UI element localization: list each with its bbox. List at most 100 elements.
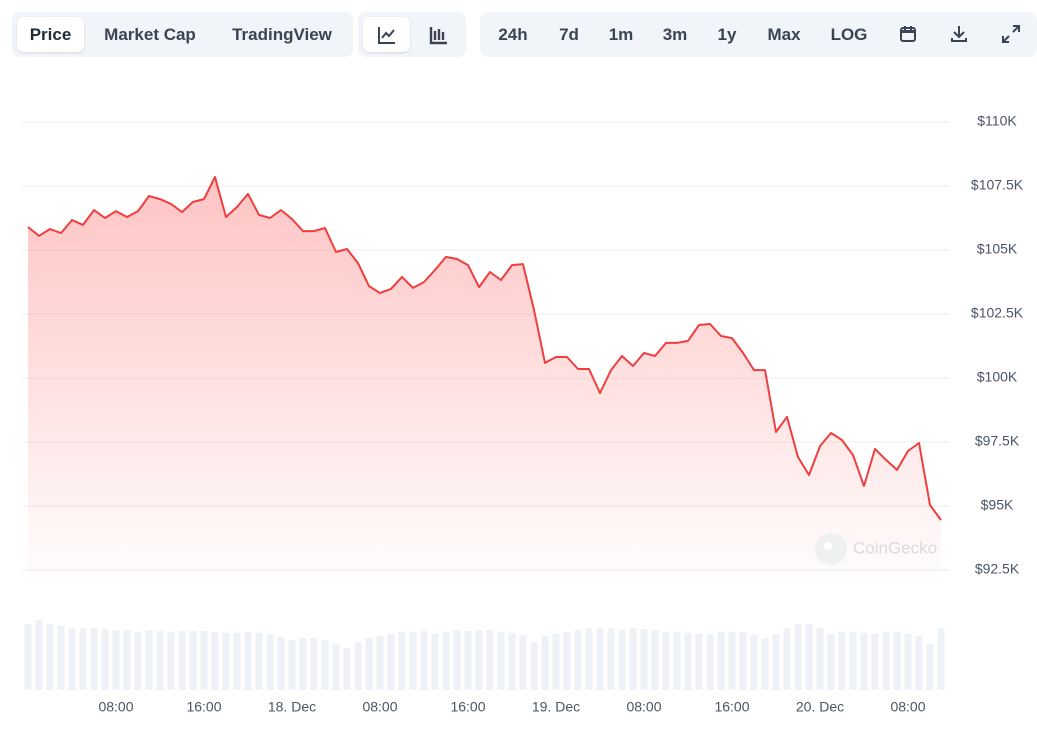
- volume-bar: [420, 631, 428, 690]
- volume-bar: [552, 634, 560, 690]
- y-tick-label: $110K: [977, 113, 1017, 129]
- y-tick-label: $95K: [981, 497, 1014, 513]
- download-button[interactable]: [943, 17, 975, 52]
- volume-bar: [871, 634, 879, 690]
- view-button[interactable]: Market Cap: [104, 25, 196, 44]
- plot: [27, 176, 942, 578]
- range-button[interactable]: Max: [767, 25, 801, 44]
- volume-bar: [607, 628, 615, 690]
- volume-bar: [24, 624, 32, 690]
- volume-bar: [35, 620, 43, 690]
- volume-bar: [255, 633, 263, 690]
- volume-bar: [79, 628, 87, 690]
- volume-bar: [409, 632, 417, 690]
- volume-bar: [68, 628, 76, 690]
- volume-bar: [211, 632, 219, 690]
- volume-bar: [541, 636, 549, 690]
- volume-bar: [134, 632, 142, 690]
- view-button[interactable]: TradingView: [232, 25, 332, 44]
- download-icon: [951, 26, 967, 42]
- y-tick-label: $107.5K: [971, 177, 1024, 193]
- range-button[interactable]: 7d: [559, 25, 579, 44]
- volume-bar: [739, 632, 747, 690]
- volume-bar: [486, 630, 494, 690]
- volume-bar: [629, 628, 637, 690]
- volume-bar: [475, 630, 483, 690]
- volume-bar: [145, 630, 153, 690]
- volume-bar: [398, 632, 406, 690]
- volume-bar: [585, 628, 593, 690]
- x-tick-label: 16:00: [450, 699, 485, 715]
- expand-icon: [1002, 25, 1020, 43]
- x-tick-label: 08:00: [890, 699, 925, 715]
- range-button[interactable]: 24h: [498, 25, 528, 44]
- volume-bar: [596, 628, 604, 690]
- volume-bar: [926, 644, 934, 690]
- x-tick-label: 20. Dec: [796, 699, 844, 715]
- watermark-text: CoinGecko: [853, 538, 937, 557]
- y-tick-label: $92.5K: [975, 561, 1020, 577]
- watermark-logo: [815, 533, 847, 565]
- range-button[interactable]: 1y: [717, 25, 737, 44]
- log-button[interactable]: LOG: [830, 25, 868, 44]
- volume-bar: [288, 640, 296, 690]
- line-chart-button[interactable]: [363, 17, 410, 52]
- calendar-button[interactable]: [892, 17, 924, 52]
- view-button[interactable]: Price: [17, 17, 84, 52]
- volume-bar: [431, 634, 439, 690]
- volume-bar: [838, 632, 846, 690]
- volume-bar: [563, 632, 571, 690]
- y-tick-label: $102.5K: [971, 305, 1024, 321]
- volume-bar: [684, 633, 692, 690]
- calendar-icon: [900, 26, 916, 42]
- volume-bar: [453, 630, 461, 690]
- x-tick-label: 18. Dec: [268, 699, 316, 715]
- line-icon: [377, 27, 395, 44]
- volume-bar: [442, 632, 450, 690]
- candle-chart-button[interactable]: [416, 17, 461, 52]
- volume-bar: [673, 632, 681, 690]
- volume-bar: [750, 635, 758, 690]
- range-group: 24h 7d 1m 3m 1y Max LOG: [480, 12, 1037, 57]
- volume-bar: [519, 635, 527, 690]
- volume-bar: [233, 633, 241, 690]
- watermark-logo-eye: [824, 542, 832, 550]
- volume-bar: [222, 633, 230, 690]
- volume-bar: [200, 631, 208, 690]
- volume-bar: [112, 630, 120, 690]
- x-tick-label: 19. Dec: [532, 699, 580, 715]
- volume-bar: [783, 628, 791, 690]
- volume-bars: [24, 620, 945, 690]
- volume-bar: [640, 629, 648, 690]
- volume-bar: [827, 634, 835, 690]
- price-line: [27, 176, 942, 521]
- range-button[interactable]: 3m: [662, 25, 688, 44]
- volume-bar: [893, 632, 901, 690]
- volume-bar: [57, 626, 65, 690]
- volume-bar: [266, 634, 274, 690]
- volume-bar: [321, 640, 329, 690]
- x-tick-label: 08:00: [362, 699, 397, 715]
- volume-bar: [310, 638, 318, 690]
- range-button[interactable]: 1m: [608, 25, 634, 44]
- volume-bar: [618, 630, 626, 690]
- fullscreen-button[interactable]: [995, 17, 1027, 52]
- volume-bar: [794, 624, 802, 690]
- volume-bar: [662, 632, 670, 690]
- volume-bar: [332, 644, 340, 690]
- x-tick-label: 16:00: [186, 699, 221, 715]
- volume-bar: [123, 630, 131, 690]
- volume-bar: [178, 631, 186, 690]
- volume-bar: [156, 631, 164, 690]
- y-tick-label: $100K: [977, 369, 1018, 385]
- volume-bar: [761, 638, 769, 690]
- volume-bar: [772, 634, 780, 690]
- volume-bar: [354, 642, 362, 690]
- x-tick-label: 16:00: [714, 699, 749, 715]
- price-area: [28, 177, 941, 578]
- volume-bar: [937, 628, 945, 690]
- volume-bar: [805, 624, 813, 690]
- volume-bar: [46, 624, 54, 690]
